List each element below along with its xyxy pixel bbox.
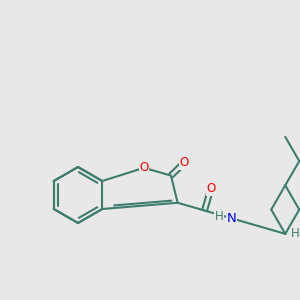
Text: O: O [206, 182, 215, 195]
Text: O: O [179, 157, 189, 169]
Text: H: H [291, 227, 300, 240]
Text: O: O [140, 161, 148, 174]
Text: H: H [215, 210, 224, 223]
Text: N: N [226, 212, 236, 225]
